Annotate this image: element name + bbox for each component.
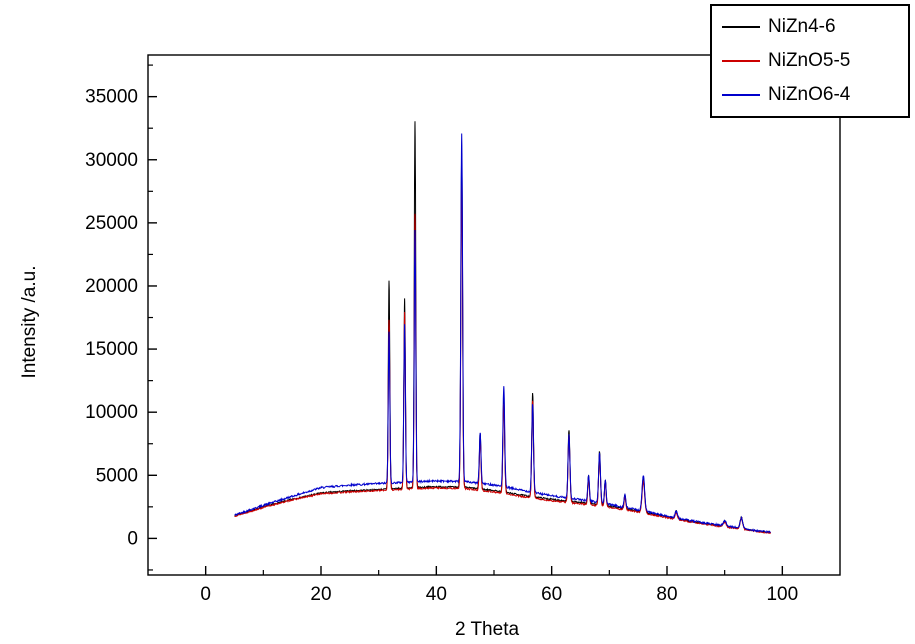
legend-item: NiZnO6-4 [722, 78, 898, 112]
plot-frame [147, 54, 841, 576]
y-axis-tick-label: 25000 [85, 213, 138, 234]
series-line-NiZnO5-5 [234, 185, 772, 535]
legend-label: NiZnO5-5 [768, 50, 851, 71]
x-axis-tick-label: 40 [426, 584, 447, 605]
legend: NiZn4-6 NiZnO5-5 NiZnO6-4 [710, 4, 910, 118]
x-axis-tick-label: 60 [541, 584, 562, 605]
y-axis-tick-label: 5000 [96, 465, 138, 486]
series-line-NiZnO6-4 [234, 133, 771, 534]
legend-label: NiZnO6-4 [768, 84, 851, 105]
x-axis-tick-label: 80 [656, 584, 677, 605]
y-axis-tick-label: 35000 [85, 87, 138, 108]
y-axis-tick-label: 30000 [85, 150, 138, 171]
legend-line-sample [722, 94, 760, 96]
legend-label: NiZn4-6 [768, 16, 836, 37]
legend-line-sample [722, 26, 760, 28]
x-axis-title: 2 Theta [454, 619, 520, 640]
x-axis-tick-label: 0 [200, 584, 211, 605]
x-axis-tick-label: 100 [766, 584, 798, 605]
legend-item: NiZn4-6 [722, 10, 898, 44]
y-axis-tick-label: 10000 [85, 402, 138, 423]
y-axis-tick-label: 20000 [85, 276, 138, 297]
legend-line-sample [722, 60, 760, 62]
y-axis-title: Intensity /a.u. [19, 265, 40, 379]
y-axis-tick-label: 15000 [85, 339, 138, 360]
y-axis-tick-label: 0 [127, 528, 138, 549]
legend-item: NiZnO5-5 [722, 44, 898, 78]
x-axis-tick-label: 20 [310, 584, 331, 605]
